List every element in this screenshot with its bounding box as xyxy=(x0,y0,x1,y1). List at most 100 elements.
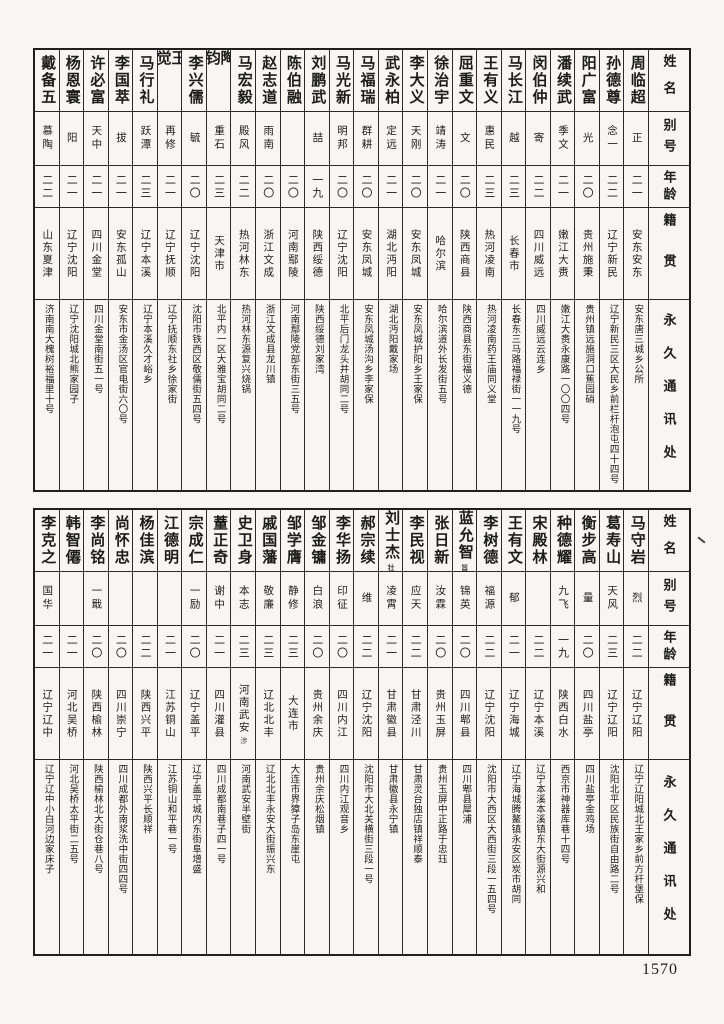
person-column: 孙德尊 念一 二二 辽宁新民 辽宁新民三区大民乡前栏杆泡屯四十四号 xyxy=(599,50,625,490)
person-age: 二〇 xyxy=(403,166,427,208)
person-address: 四川成都外南浆洗中街四四号 xyxy=(116,764,127,894)
person-name: 李民视 xyxy=(403,510,427,572)
person-column: 李兴儒毓二〇 辽宁沈阳 沈阳市铁西区敬儒街五四号 xyxy=(182,50,207,490)
person-native-place: 辽宁辽阳 xyxy=(599,668,624,760)
person-name: 杨佳滨 xyxy=(133,510,157,572)
person-address: 长春东三马路福禄街一一九号 xyxy=(509,304,520,434)
person-byname xyxy=(280,112,305,166)
person-name: 周临超 xyxy=(624,50,648,112)
person-native-place: 嫩江大赉 xyxy=(550,208,575,300)
person-name: 李兴儒 xyxy=(182,50,206,112)
person-name: 徐治宇 xyxy=(427,50,452,112)
person-name: 阳广富 xyxy=(575,50,599,112)
person-name: 蕫正奇 xyxy=(206,510,231,572)
person-name: 屈重文 xyxy=(452,50,477,112)
person-age: 二〇 xyxy=(427,626,452,668)
person-address: 甘肃灵台独店镇祥顺泰 xyxy=(411,764,422,864)
person-address: 辽宁盖平城内东街阜增盛 xyxy=(190,764,201,874)
person-byname: 敬廉 xyxy=(256,572,280,626)
person-byname: 锦英 xyxy=(452,572,477,626)
person-age: 二一 xyxy=(84,166,108,208)
person-name: 江德明 xyxy=(157,510,182,572)
person-column: 杨佳滨 二二 陕西兴平 陕西兴平长顺祥 xyxy=(133,510,158,954)
person-address: 济南南大槐树裕福里十号 xyxy=(42,304,53,414)
person-byname: 一励 xyxy=(182,572,206,626)
person-column: 马光新 明邦 二〇 辽宁沈阳 北平后门龙头井胡同二号 xyxy=(329,50,355,490)
person-column: 宗成仁 一励 二〇 辽宁盖平 辽宁盖平城内东街阜增盛 xyxy=(182,510,207,954)
person-byname: 越 xyxy=(501,112,526,166)
person-native-place: 安东孤山 xyxy=(108,208,133,300)
person-native-place: 天津市 xyxy=(206,208,231,300)
person-native-place: 辽宁沈阳 xyxy=(477,668,501,760)
person-byname: 寄 xyxy=(526,112,550,166)
person-address: 沈阳市大西区大西街三段一五四号 xyxy=(484,764,495,914)
person-address: 沈阳市铁西区敬儒街五四号 xyxy=(190,304,201,424)
person-column: 刘鹏武喆一九 陕西绥德 陕西绥德刘家湾 xyxy=(305,50,330,490)
header-label-name: 姓名 xyxy=(649,50,689,112)
person-age: 二一 xyxy=(157,626,182,668)
person-age: 二一 xyxy=(59,166,84,208)
person-name: 马长江 xyxy=(501,50,526,112)
table-header-column: 姓名 别号 年龄 籍贯 永久通讯处 xyxy=(649,510,689,954)
person-address: 贵州镇远施洞口蕉园硝 xyxy=(583,304,594,404)
directory-table-top: 姓名 别号 年龄 籍贯 永久通讯处 周临超正二一 安东安东 安东唐三城乡公所 孙德尊 念一 二二 辽宁… xyxy=(33,48,691,492)
person-column: 武永柏 定远 二一 湖北沔阳 湖北沔阳戴家场 xyxy=(378,50,404,490)
person-byname xyxy=(59,572,84,626)
person-age: 二一 xyxy=(59,626,84,668)
person-native-place: 贵州余庆 xyxy=(305,668,329,760)
person-column: 潘续武 季文 二一 嫩江大赉 嫩江大赉永康路一〇〇四号 xyxy=(550,50,576,490)
person-name: 潘续武 xyxy=(550,50,575,112)
person-address: 沈阳北平区民族街自由路二号 xyxy=(607,764,618,894)
name-annotation: 壮 xyxy=(387,564,396,571)
person-name: 尚怀忠 xyxy=(108,510,133,572)
person-name: 李大义 xyxy=(403,50,427,112)
person-column: 陈伯融 二〇 河南鄢陵 河南鄢陵党部东街三五号 xyxy=(280,50,306,490)
person-address: 沈阳市大北关横街三段一号 xyxy=(362,764,373,884)
person-native-place: 辽北北丰 xyxy=(256,668,280,760)
person-age: 二一 xyxy=(378,166,403,208)
person-column: 马福瑞 群耕 二〇 安东凤城 安东凤城汤沟乡李家保 xyxy=(354,50,379,490)
person-age: 二〇 xyxy=(329,626,354,668)
person-column: 李尚铭 一戢 二〇 陕西榆林 陕西榆林北大街仓巷八号 xyxy=(84,510,109,954)
person-name: 刘士杰壮 xyxy=(378,510,403,572)
person-name: 史卫身 xyxy=(231,510,255,572)
person-age: 二三 xyxy=(599,626,624,668)
person-age: 二二 xyxy=(477,626,501,668)
person-byname: 应天 xyxy=(403,572,427,626)
person-column: 王觉 再修 二一 辽宁抚顺 辽宁抚顺东社乡徐家街 xyxy=(157,50,183,490)
person-address: 河南鄢陵党部东街三五号 xyxy=(288,304,299,414)
person-byname: 凌霄 xyxy=(378,572,403,626)
person-column: 屈重文文二〇 陕西商县 陕西商县东街福义德 xyxy=(452,50,478,490)
person-name: 宗成仁 xyxy=(182,510,206,572)
person-column: 马宏毅 殿风 二二 热河林东 热河林东源复兴烧锅 xyxy=(231,50,256,490)
person-age: 二一 xyxy=(378,626,403,668)
person-native-place: 四川灌县 xyxy=(206,668,231,760)
person-age: 二二 xyxy=(231,166,255,208)
header-label-byname: 别号 xyxy=(649,572,689,626)
person-byname: 重石 xyxy=(206,112,231,166)
person-name: 马守岩 xyxy=(624,510,648,572)
person-age: 二三 xyxy=(231,626,255,668)
header-label-native: 籍贯 xyxy=(649,208,689,300)
person-native-place: 陕西兴平 xyxy=(133,668,157,760)
person-column: 李华扬 印征 二〇 四川内江 四川内江观音乡 xyxy=(329,510,355,954)
person-name: 张日新 xyxy=(427,510,452,572)
person-name: 邹金镛 xyxy=(305,510,329,572)
person-address: 四川金堂南街五一号 xyxy=(91,304,102,394)
person-address: 西京市神器库巷十四号 xyxy=(558,764,569,864)
person-native-place: 陕西榆林 xyxy=(84,668,108,760)
person-byname: 谢中 xyxy=(206,572,231,626)
person-column: 阳广富光二〇 贵州施秉 贵州镇远施洞口蕉园硝 xyxy=(575,50,600,490)
person-native-place: 辽宁沈阳 xyxy=(354,668,378,760)
person-name: 赵志道 xyxy=(256,50,280,112)
table-header-column: 姓名 别号 年龄 籍贯 永久通讯处 xyxy=(649,50,689,490)
person-byname xyxy=(108,572,133,626)
person-byname: 本志 xyxy=(231,572,255,626)
person-name: 马行礼 xyxy=(133,50,157,112)
header-label-address: 永久通讯处 xyxy=(661,312,677,478)
person-byname: 再修 xyxy=(157,112,182,166)
person-column: 马守岩烈二二 辽宁辽阳 辽宁辽阳城北王家乡前方杆堡保 xyxy=(624,510,649,954)
directory-table-bottom: 姓名 别号 年龄 籍贯 永久通讯处 马守岩烈二二 辽宁辽阳 辽宁辽阳城北王家乡前方杆堡保 葛寿山… xyxy=(33,508,691,956)
person-name: 戚国藩 xyxy=(256,510,280,572)
person-byname: 九飞 xyxy=(550,572,575,626)
